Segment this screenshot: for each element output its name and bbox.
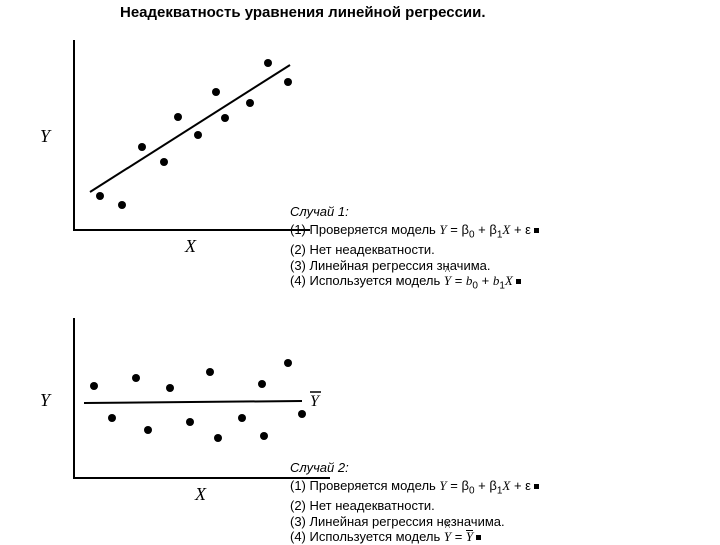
case-1-block: Случай 1: (1) Проверяется модель Y = β0 … (290, 204, 539, 293)
item-formula: Y = β0 + β1X + ε (439, 478, 539, 493)
case-1-item-1: (1) Проверяется модель Y = β0 + β1X + ε (290, 222, 539, 242)
item-text: (4) Используется модель (290, 529, 444, 544)
case-2-block: Случай 2: (1) Проверяется модель Y = β0 … (290, 460, 539, 545)
case-2-list: (1) Проверяется модель Y = β0 + β1X + ε(… (290, 478, 539, 545)
item-text: (1) Проверяется модель (290, 478, 439, 493)
item-formula: Y = β0 + β1X + ε (439, 222, 539, 237)
case-2-item-1: (1) Проверяется модель Y = β0 + β1X + ε (290, 478, 539, 498)
case-1-heading: Случай 1: (290, 204, 539, 220)
case-1-list: (1) Проверяется модель Y = β0 + β1X + ε(… (290, 222, 539, 293)
item-text: (3) Линейная регрессия незначима. (290, 514, 505, 529)
item-formula: Y = Y (444, 529, 481, 544)
case-1-item-3: (3) Линейная регрессия значима. (290, 258, 539, 274)
svg-text:X: X (194, 484, 207, 504)
case-1-item-2: (2) Нет неадекватности. (290, 242, 539, 258)
svg-text:Y: Y (40, 390, 52, 410)
case-2-item-3: (3) Линейная регрессия незначима. (290, 514, 539, 530)
item-text: (1) Проверяется модель (290, 222, 439, 237)
item-text: (3) Линейная регрессия значима. (290, 258, 491, 273)
item-text: (2) Нет неадекватности. (290, 242, 435, 257)
svg-text:Y: Y (310, 393, 321, 410)
case-2-heading: Случай 2: (290, 460, 539, 476)
item-text: (4) Используется модель (290, 273, 444, 288)
svg-text:X: X (184, 236, 197, 256)
case-1-item-4: (4) Используется модель Y = b0 + b1X (290, 273, 539, 293)
item-text: (2) Нет неадекватности. (290, 498, 435, 513)
case-2-item-4: (4) Используется модель Y = Y (290, 529, 539, 545)
page-title: Неадекватность уравнения линейной регрес… (120, 4, 486, 21)
svg-text:Y: Y (40, 126, 52, 146)
case-2-item-2: (2) Нет неадекватности. (290, 498, 539, 514)
item-formula: Y = b0 + b1X (444, 273, 521, 288)
